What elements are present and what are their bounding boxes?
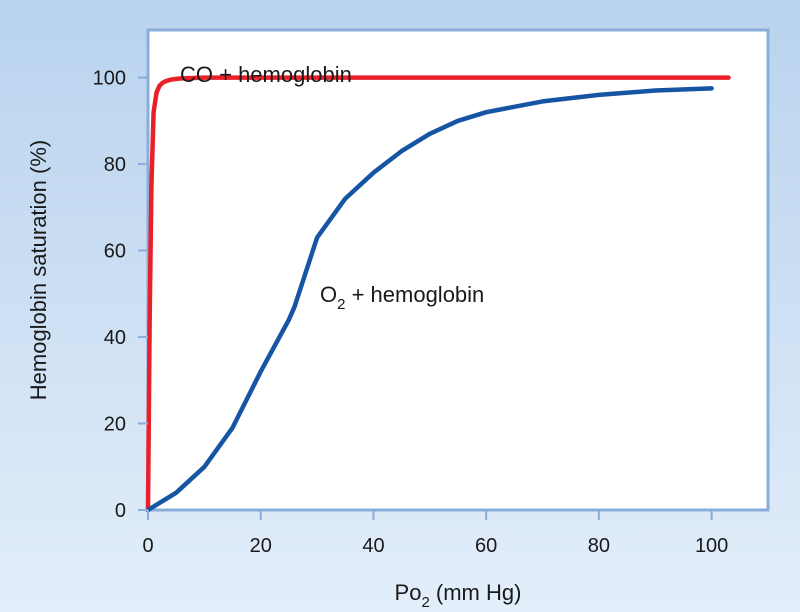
- annotation-o2-sub: 2: [337, 296, 345, 313]
- y-tick-label: 0: [115, 500, 126, 522]
- series-line-co-hemoglobin: [145, 75, 731, 513]
- x-tick-label: 20: [250, 535, 272, 557]
- axis-layer: 0 20 40 60 80 100 0 20 40 60 80 100: [93, 68, 729, 557]
- y-tick-label: 80: [104, 154, 126, 176]
- y-tick-label: 40: [104, 327, 126, 349]
- series-line-o2-hemoglobin: [145, 86, 714, 513]
- x-axis-title-main: Po: [395, 580, 422, 605]
- annotation-o2-rest: + hemoglobin: [345, 282, 484, 307]
- y-tick-label: 60: [104, 241, 126, 263]
- y-axis-title: Hemoglobin saturation (%): [26, 140, 51, 400]
- series-layer: [145, 75, 731, 513]
- annotation-o2-main: O: [320, 282, 337, 307]
- x-tick-label: 0: [142, 535, 153, 557]
- annotation-o2-hemoglobin: O2 + hemoglobin: [320, 282, 484, 313]
- x-tick-label: 60: [475, 535, 497, 557]
- annotation-co-hemoglobin: CO + hemoglobin: [180, 62, 352, 87]
- x-tick-label: 80: [588, 535, 610, 557]
- x-tick-label: 40: [362, 535, 384, 557]
- x-axis-title-rest: (mm Hg): [430, 580, 522, 605]
- y-tick-label: 100: [93, 68, 126, 90]
- plot-area: [146, 28, 770, 512]
- x-axis-title-sub: 2: [421, 594, 429, 611]
- x-axis-title: Po2 (mm Hg): [395, 580, 522, 611]
- x-tick-label: 100: [695, 535, 728, 557]
- y-tick-label: 20: [104, 414, 126, 436]
